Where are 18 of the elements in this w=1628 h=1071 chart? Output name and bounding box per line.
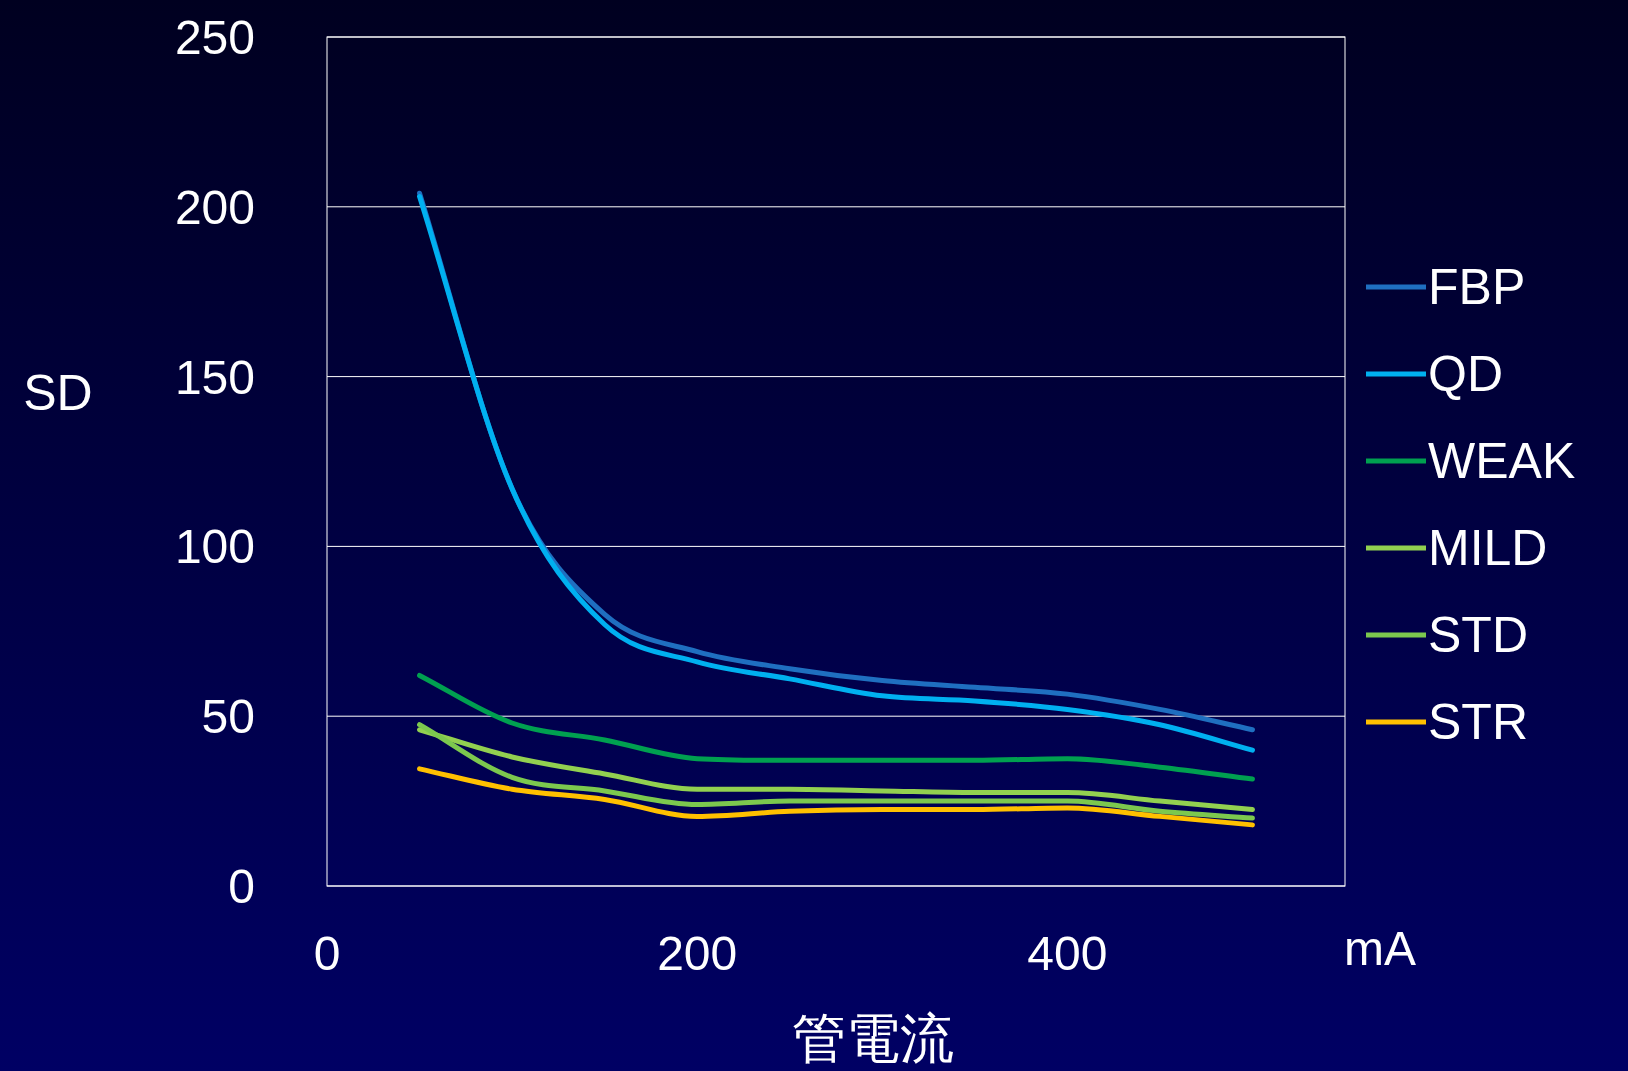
y-axis-title: SD — [23, 365, 93, 421]
text: mA — [1344, 922, 1416, 975]
y-tick-label: 150 — [174, 350, 255, 404]
x-tick-label: 200 — [657, 927, 738, 980]
y-tick-label: 0 — [228, 860, 255, 913]
legend-label: QD — [1428, 346, 1503, 402]
y-tick-label: 100 — [174, 520, 255, 574]
y-tick-label: 50 — [201, 690, 255, 744]
y-tick-label: 200 — [174, 180, 255, 234]
y-tick-label: 250 — [174, 11, 255, 64]
legend-label: FBP — [1428, 259, 1526, 315]
legend-label: WEAK — [1428, 433, 1576, 489]
x-tick-label: 0 — [313, 927, 341, 980]
legend-label: STD — [1428, 607, 1528, 663]
x-axis-title: 管電流 — [792, 1008, 954, 1068]
legend-label: STR — [1428, 694, 1528, 750]
legend-label: MILD — [1428, 520, 1548, 576]
x-tick-label: 400 — [1027, 927, 1108, 980]
